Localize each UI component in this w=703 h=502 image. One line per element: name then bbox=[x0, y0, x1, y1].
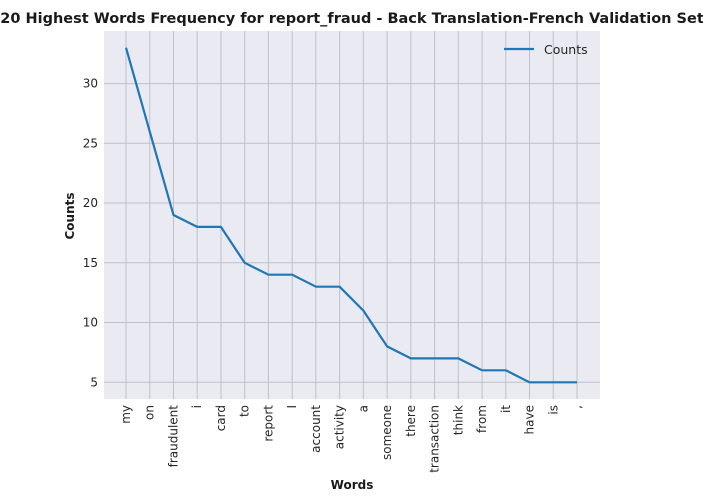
x-tick-label: fraudulent bbox=[166, 405, 180, 468]
legend: Counts bbox=[504, 42, 588, 57]
x-tick-label: have bbox=[523, 405, 537, 434]
legend-label: Counts bbox=[544, 42, 588, 57]
x-tick-label: someone bbox=[380, 405, 394, 460]
x-tick-label: transaction bbox=[428, 405, 442, 473]
y-tick-label: 5 bbox=[90, 375, 98, 389]
y-tick-label: 15 bbox=[83, 256, 98, 270]
x-tick-label: my bbox=[119, 405, 133, 424]
y-tick-label: 20 bbox=[83, 196, 98, 210]
series-line-counts bbox=[124, 47, 577, 384]
x-tick-label: activity bbox=[333, 405, 347, 449]
x-tick-label: there bbox=[404, 405, 418, 437]
y-tick-label: 30 bbox=[83, 77, 98, 91]
x-tick-label: it bbox=[499, 405, 513, 413]
x-tick-label: I bbox=[285, 405, 299, 409]
x-tick-label: think bbox=[451, 405, 465, 435]
x-tick-label: on bbox=[143, 405, 157, 420]
y-tick-label: 10 bbox=[83, 316, 98, 330]
x-tick-label: account bbox=[309, 405, 323, 453]
y-axis-label: Counts bbox=[63, 192, 77, 239]
x-tick-label: i bbox=[190, 405, 204, 408]
grid-lines bbox=[104, 31, 600, 399]
y-tick-label: 25 bbox=[83, 136, 98, 150]
y-tick-labels: 5 10 15 20 25 30 bbox=[83, 77, 98, 390]
x-tick-label: a bbox=[356, 405, 370, 412]
x-tick-label: , bbox=[570, 405, 584, 409]
x-tick-label: card bbox=[214, 405, 228, 431]
x-tick-label: is bbox=[546, 405, 560, 415]
x-tick-label: report bbox=[261, 405, 275, 442]
x-tick-label: to bbox=[238, 405, 252, 417]
x-axis-label: Words bbox=[331, 478, 374, 492]
x-tick-label: from bbox=[475, 405, 489, 433]
chart-title: 20 Highest Words Frequency for report_fr… bbox=[0, 11, 703, 27]
plot-area bbox=[104, 31, 600, 399]
